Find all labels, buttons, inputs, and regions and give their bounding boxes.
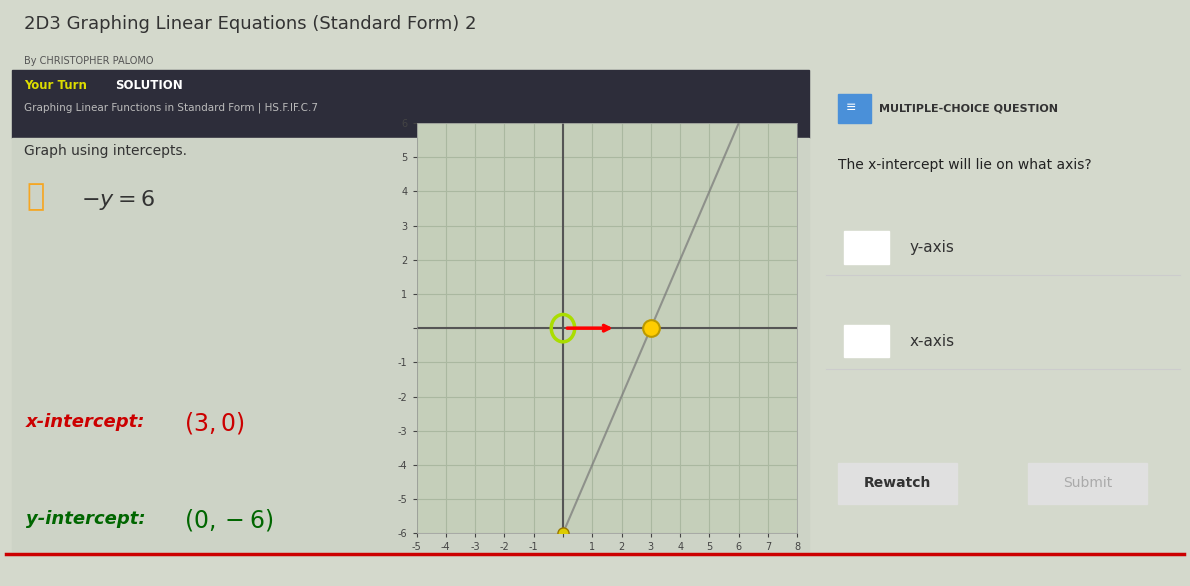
Bar — [844, 231, 889, 264]
Bar — [844, 325, 889, 357]
Text: Graph using intercepts.: Graph using intercepts. — [24, 144, 187, 158]
Bar — [838, 94, 871, 123]
Text: ≡: ≡ — [846, 101, 857, 114]
Text: y-axis: y-axis — [909, 240, 954, 255]
Text: 🖐: 🖐 — [26, 182, 44, 210]
Bar — [838, 463, 957, 504]
Text: Submit: Submit — [1063, 476, 1113, 490]
Text: $(0, -6)$: $(0, -6)$ — [184, 507, 274, 533]
Text: y-intercept:: y-intercept: — [26, 510, 152, 528]
Text: $-y=6$: $-y=6$ — [81, 188, 155, 212]
Bar — [12, 138, 809, 551]
Text: The x-intercept will lie on what axis?: The x-intercept will lie on what axis? — [838, 158, 1091, 172]
Text: $(3, 0)$: $(3, 0)$ — [184, 410, 245, 436]
Text: Graphing Linear Functions in Standard Form | HS.F.IF.C.7: Graphing Linear Functions in Standard Fo… — [24, 103, 318, 113]
Text: 2D3 Graphing Linear Equations (Standard Form) 2: 2D3 Graphing Linear Equations (Standard … — [24, 15, 476, 33]
Bar — [12, 70, 809, 138]
Text: By CHRISTOPHER PALOMO: By CHRISTOPHER PALOMO — [24, 56, 154, 66]
Text: SOLUTION: SOLUTION — [115, 79, 183, 92]
Text: MULTIPLE-CHOICE QUESTION: MULTIPLE-CHOICE QUESTION — [879, 103, 1058, 114]
Text: x-axis: x-axis — [909, 333, 954, 349]
Text: Your Turn: Your Turn — [24, 79, 95, 92]
Text: Rewatch: Rewatch — [864, 476, 931, 490]
Text: x-intercept:: x-intercept: — [26, 413, 152, 431]
Bar — [1028, 463, 1147, 504]
Bar — [826, 70, 1180, 551]
